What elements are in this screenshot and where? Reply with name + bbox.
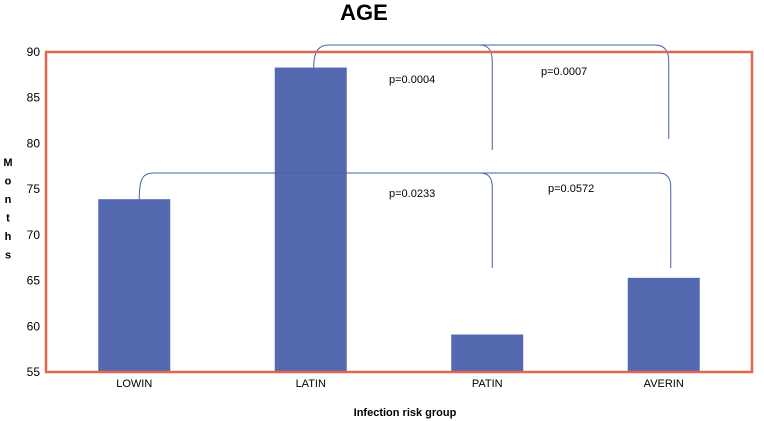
x-tick-label: AVERIN: [644, 378, 684, 390]
bar-averin: [627, 277, 700, 372]
bracket-latin-averin: [313, 44, 670, 139]
significance-brackets: p=0.0004 p=0.0007 p=0.0233 p=0.0572: [138, 44, 672, 268]
category-labels: LOWIN LATIN PATIN AVERIN: [116, 378, 684, 390]
y-tick-label: 75: [27, 182, 41, 196]
y-tick-label: 55: [27, 365, 41, 379]
bracket-lowin-averin: [138, 172, 672, 268]
bracket-latin-patin: [480, 44, 493, 150]
bar-lowin: [98, 199, 171, 372]
y-tick-label: 85: [27, 91, 41, 105]
p-value-label: p=0.0233: [389, 188, 435, 200]
x-tick-label: LOWIN: [116, 378, 152, 390]
bar-patin: [451, 334, 524, 372]
x-tick-label: LATIN: [296, 378, 326, 390]
bracket-lowin-patin: [480, 172, 493, 268]
y-tick-label: 80: [27, 136, 41, 150]
p-value-label: p=0.0572: [548, 183, 594, 195]
bars: [98, 67, 700, 373]
y-tick-label: 70: [27, 228, 41, 242]
bar-latin: [274, 67, 347, 373]
p-value-label: p=0.0007: [541, 66, 587, 78]
x-tick-label: PATIN: [472, 378, 503, 390]
y-tick-label: 65: [27, 274, 41, 288]
y-tick-label: 90: [27, 45, 41, 59]
plot-frame: [44, 50, 754, 374]
p-value-label: p=0.0004: [389, 74, 435, 86]
x-axis-label: Infection risk group: [354, 407, 457, 419]
y-tick-label: 60: [27, 319, 41, 333]
y-axis-ticks: 55 60 65 70 75 80 85 90: [27, 45, 41, 379]
chart-title: AGE: [340, 0, 388, 25]
